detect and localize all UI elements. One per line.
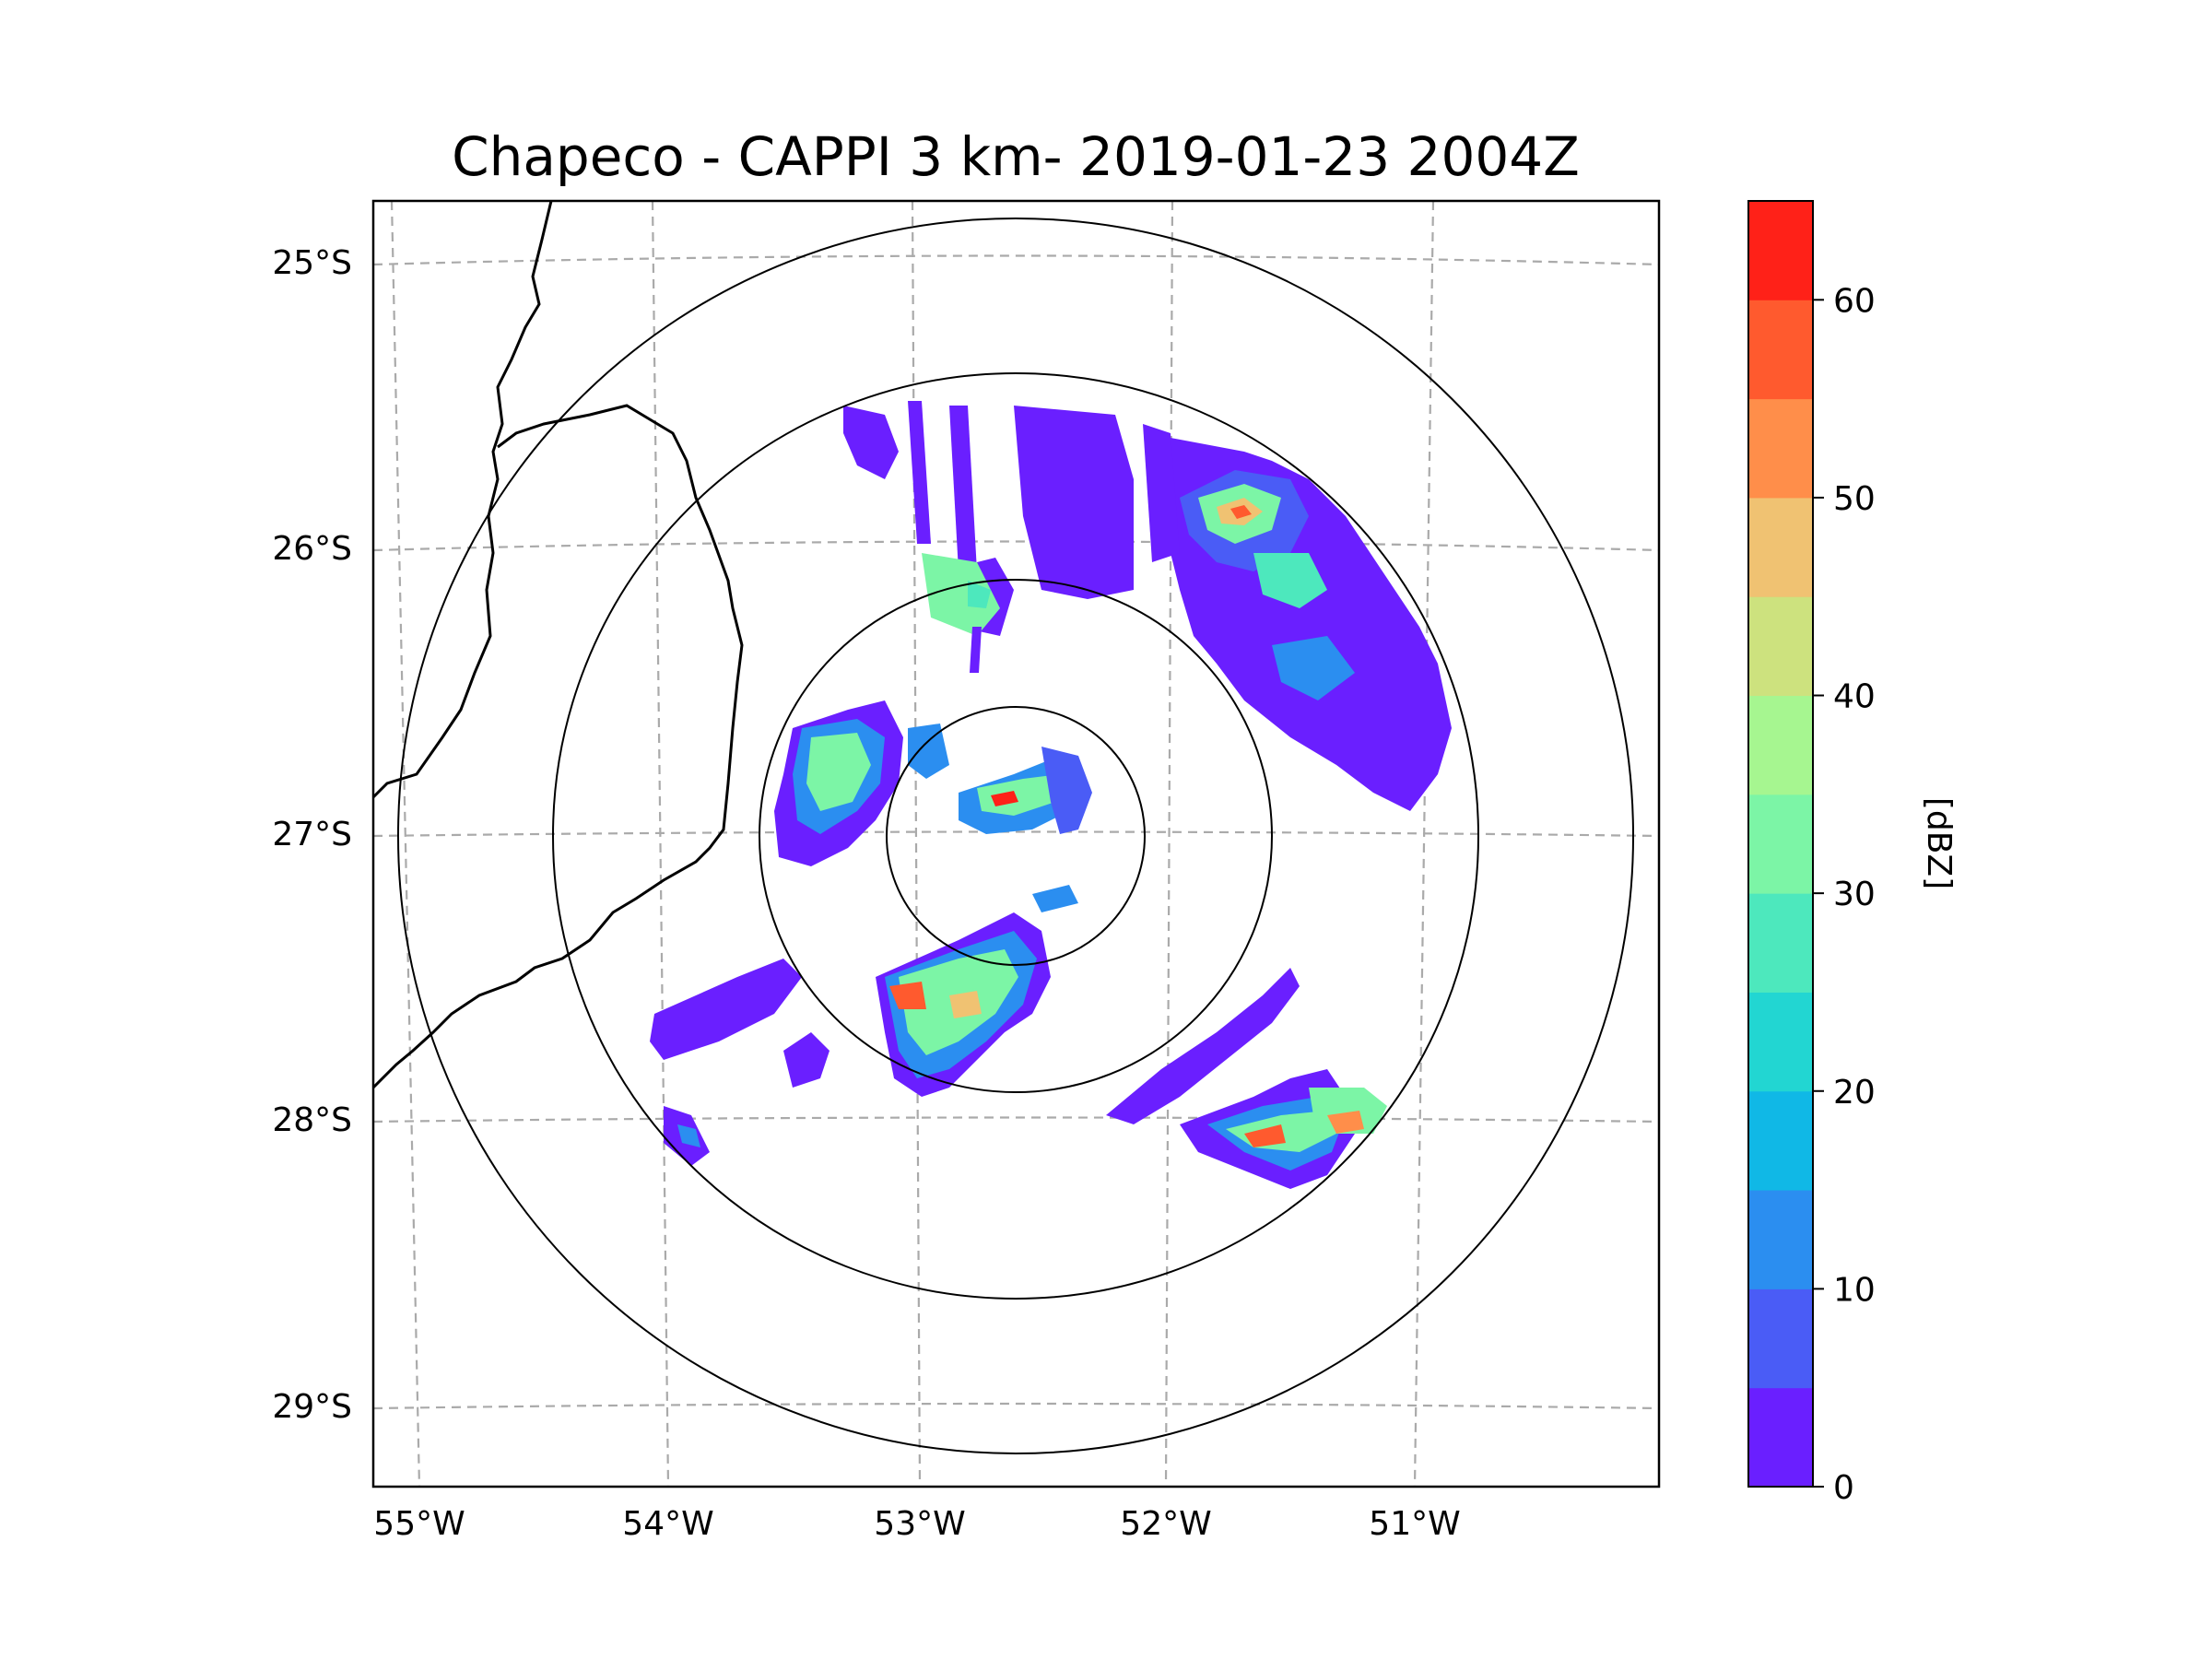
colorbar-tick-label: 0	[1833, 1469, 1854, 1507]
colorbar-band	[1748, 893, 1813, 993]
map-background	[373, 201, 1659, 1487]
lon-label: 52°W	[1120, 1505, 1211, 1543]
colorbar-band	[1748, 1387, 1813, 1488]
lon-label: 53°W	[874, 1505, 965, 1543]
colorbar-label: [dBZ]	[1920, 797, 1958, 889]
colorbar-band	[1748, 992, 1813, 1092]
lat-label: 25°S	[272, 244, 352, 282]
colorbar-frame	[1747, 200, 1814, 1488]
colorbar-band	[1748, 497, 1813, 597]
colorbar-band	[1748, 201, 1813, 300]
map-panel	[371, 199, 1661, 1488]
colorbar-band	[1748, 1190, 1813, 1289]
lat-label: 26°S	[272, 530, 352, 568]
gridline-lon-51	[1413, 201, 1435, 1487]
lat-label: 28°S	[272, 1101, 352, 1139]
lon-label: 55°W	[373, 1505, 465, 1543]
echo-cluster-southeast	[1106, 968, 1387, 1189]
lat-lon-gridlines	[373, 201, 1659, 1487]
colorbar-bands	[1748, 201, 1813, 1488]
echo-cluster-northeast	[1166, 438, 1452, 811]
echo-cluster-south-center	[876, 885, 1078, 1097]
radar-echoes	[650, 401, 1452, 1189]
gridline-lon-55	[390, 201, 421, 1487]
colorbar-tick-label: 30	[1833, 876, 1876, 913]
border-paraguay-argentina	[373, 201, 553, 799]
colorbar-band	[1748, 398, 1813, 499]
colorbar-tick-label: 40	[1833, 678, 1876, 716]
gridline-lat-29	[373, 1402, 1659, 1410]
range-rings	[397, 218, 1634, 1454]
colorbar-band	[1748, 794, 1813, 894]
echo-cluster-southwest	[650, 959, 830, 1166]
gridline-lon-53	[911, 201, 922, 1487]
map-frame	[371, 199, 1661, 1488]
colorbar-tick-label: 10	[1833, 1271, 1876, 1309]
range-ring-2	[759, 579, 1273, 1093]
gridline-lat-27	[373, 830, 1659, 838]
colorbar-band	[1748, 1090, 1813, 1191]
political-borders	[373, 201, 744, 1089]
lon-label: 51°W	[1369, 1505, 1460, 1543]
colorbar-band	[1748, 1288, 1813, 1389]
gridline-lat-25	[373, 254, 1659, 266]
colorbar-tick-label: 20	[1833, 1074, 1876, 1112]
range-ring-3	[552, 372, 1479, 1300]
border-argentina-brazil	[373, 404, 744, 1089]
gridline-lon-54	[651, 201, 670, 1487]
chart-title: Chapeco - CAPPI 3 km- 2019-01-23 2004Z	[452, 125, 1580, 188]
colorbar-tick-label: 60	[1833, 282, 1876, 320]
range-ring-4	[397, 218, 1634, 1454]
echo-cluster-north	[843, 401, 1180, 673]
colorbar-tick-label: 50	[1833, 480, 1876, 518]
echo-cluster-west	[774, 700, 949, 866]
range-ring-1	[886, 706, 1146, 966]
lon-label: 54°W	[622, 1505, 713, 1543]
lat-label: 29°S	[272, 1388, 352, 1426]
echo-cluster-center	[959, 747, 1092, 834]
colorbar-band	[1748, 300, 1813, 400]
colorbar-band	[1748, 695, 1813, 795]
colorbar-ticks: 0 10 20 30 40 50 60	[1813, 282, 1876, 1507]
colorbar: 0 10 20 30 40 50 60 [dBZ]	[1747, 200, 1958, 1507]
colorbar-band	[1748, 596, 1813, 697]
lat-label: 27°S	[272, 816, 352, 853]
longitude-labels: 55°W 54°W 53°W 52°W 51°W	[373, 1505, 1460, 1543]
gridline-lat-26	[373, 540, 1659, 552]
gridline-lat-28	[373, 1116, 1659, 1124]
latitude-labels: 25°S 26°S 27°S 28°S 29°S	[272, 244, 352, 1426]
